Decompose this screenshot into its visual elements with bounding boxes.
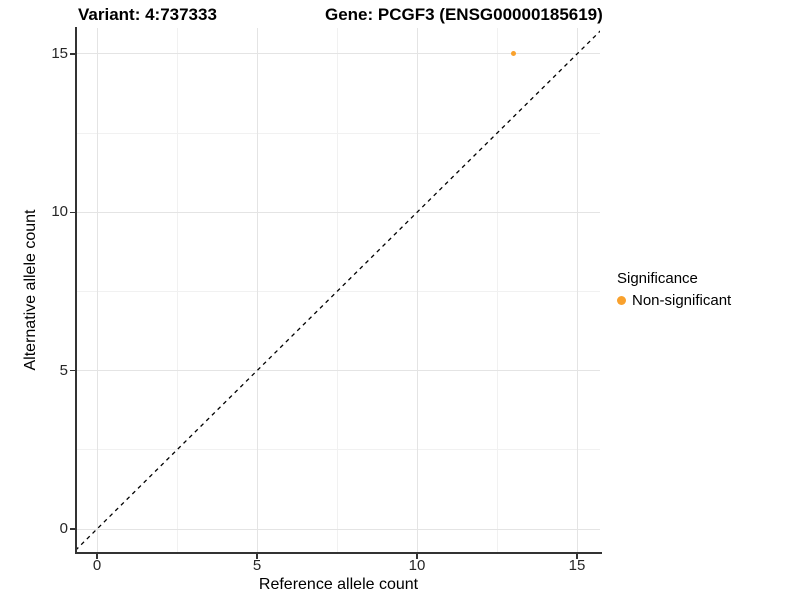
legend-entry: Non-significant xyxy=(617,292,797,309)
x-gridline-major xyxy=(416,28,418,553)
y-tick-label: 15 xyxy=(51,44,68,62)
y-gridline-minor xyxy=(77,290,600,292)
legend: Significance Non-significant xyxy=(617,270,797,309)
legend-entries: Non-significant xyxy=(617,292,797,309)
data-point xyxy=(510,51,516,57)
plot-title-variant: Variant: 4:737333 xyxy=(78,5,217,24)
identity-line xyxy=(77,30,600,550)
y-gridline-minor xyxy=(77,132,600,134)
x-gridline-major xyxy=(96,28,98,553)
legend-swatch xyxy=(617,296,626,305)
y-tick-label: 0 xyxy=(59,520,68,537)
x-gridline-minor xyxy=(336,28,338,553)
x-tick-label: 5 xyxy=(252,557,262,574)
y-tick-label: 10 xyxy=(51,203,68,221)
x-gridline-minor xyxy=(176,28,178,553)
y-tick xyxy=(70,528,75,530)
x-tick-label: 10 xyxy=(408,557,426,574)
x-axis-title: Reference allele count xyxy=(258,576,419,593)
x-gridline-minor xyxy=(496,28,498,553)
y-gridline-major xyxy=(77,370,600,372)
legend-entry-label: Non-significant xyxy=(632,292,732,309)
y-gridline-major xyxy=(77,211,600,213)
x-gridline-major xyxy=(256,28,258,553)
x-axis-line xyxy=(75,552,602,554)
x-tick xyxy=(576,554,578,559)
y-gridline-major xyxy=(77,53,600,55)
x-gridline-major xyxy=(576,28,578,553)
x-tick xyxy=(96,554,98,559)
y-gridline-major xyxy=(77,528,600,530)
y-axis-title: Alternative allele count xyxy=(22,209,39,371)
y-tick xyxy=(70,369,75,372)
y-tick xyxy=(70,211,75,214)
y-tick xyxy=(70,53,75,55)
x-tick xyxy=(256,554,258,559)
y-axis-line xyxy=(75,27,77,554)
y-tick-label: 5 xyxy=(59,361,68,379)
plot-title-gene: Gene: PCGF3 (ENSG00000185619) xyxy=(325,5,603,24)
plot-panel xyxy=(77,28,600,553)
legend-title: Significance xyxy=(617,270,698,287)
x-tick-label: 15 xyxy=(568,557,586,574)
x-tick-label: 0 xyxy=(92,557,102,574)
y-gridline-minor xyxy=(77,449,600,451)
x-tick xyxy=(416,554,418,559)
